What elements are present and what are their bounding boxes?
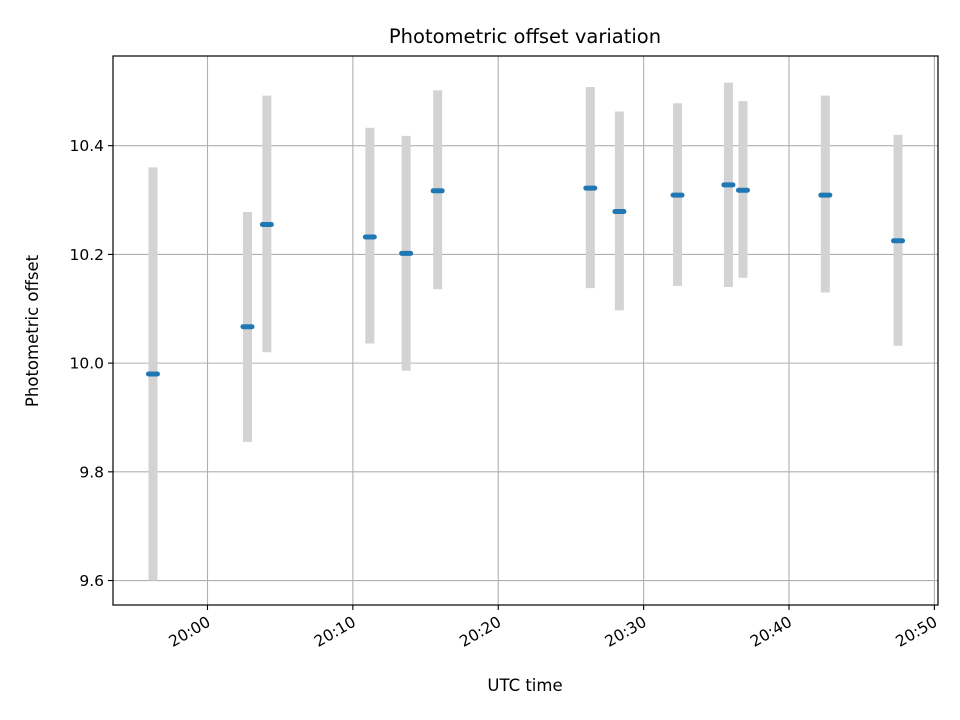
x-axis-label: UTC time (487, 676, 562, 695)
chart-title: Photometric offset variation (389, 25, 661, 48)
y-axis-ticks: 9.6 9.8 10.0 10.2 10.4 (69, 137, 113, 590)
data-markers (145, 182, 906, 377)
y-axis-label: Photometric offset (23, 254, 42, 407)
y-tick-label: 10.4 (69, 137, 104, 155)
y-tick-label: 10.0 (69, 355, 104, 373)
plot-frame (112, 55, 939, 606)
plot-area (113, 56, 938, 605)
y-tick-label: 9.6 (79, 572, 104, 590)
y-tick-label: 9.8 (79, 463, 104, 481)
y-tick-label: 10.2 (69, 246, 104, 264)
